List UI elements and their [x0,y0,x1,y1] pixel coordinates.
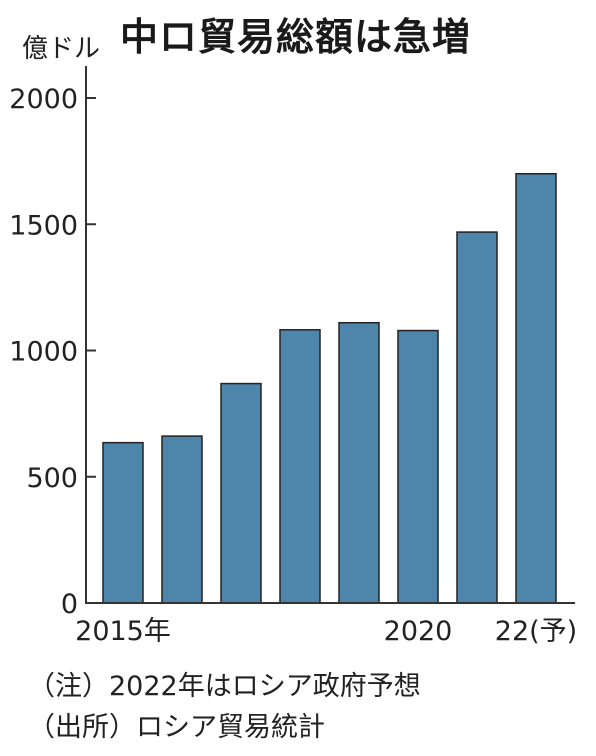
y-tick-label: 0 [61,589,78,620]
y-tick-label: 500 [26,463,78,494]
x-tick-label: 2020 [384,616,453,647]
bar [338,321,380,604]
bar [515,173,557,604]
y-tick-label: 1000 [9,337,78,368]
bar-chart: 0 500 1000 1500 2000 2015年 2020 22(予) [9,66,577,647]
chart-title: 中ロ貿易総額は急増 [120,15,472,59]
bar [161,435,203,604]
y-tick-label: 2000 [9,84,78,115]
bar [279,329,321,604]
footnote-note: （注）2022年はロシア政府予想 [28,671,421,702]
bar [397,329,439,604]
bar [102,441,144,604]
x-tick-label: 22(予) [495,616,577,647]
x-tick-label: 2015年 [75,616,171,647]
bar [456,231,498,604]
bar [220,382,262,604]
footnote-source: （出所）ロシア貿易統計 [28,712,325,743]
y-axis-unit-label: 億ドル [22,34,101,64]
y-tick-label: 1500 [9,210,78,241]
